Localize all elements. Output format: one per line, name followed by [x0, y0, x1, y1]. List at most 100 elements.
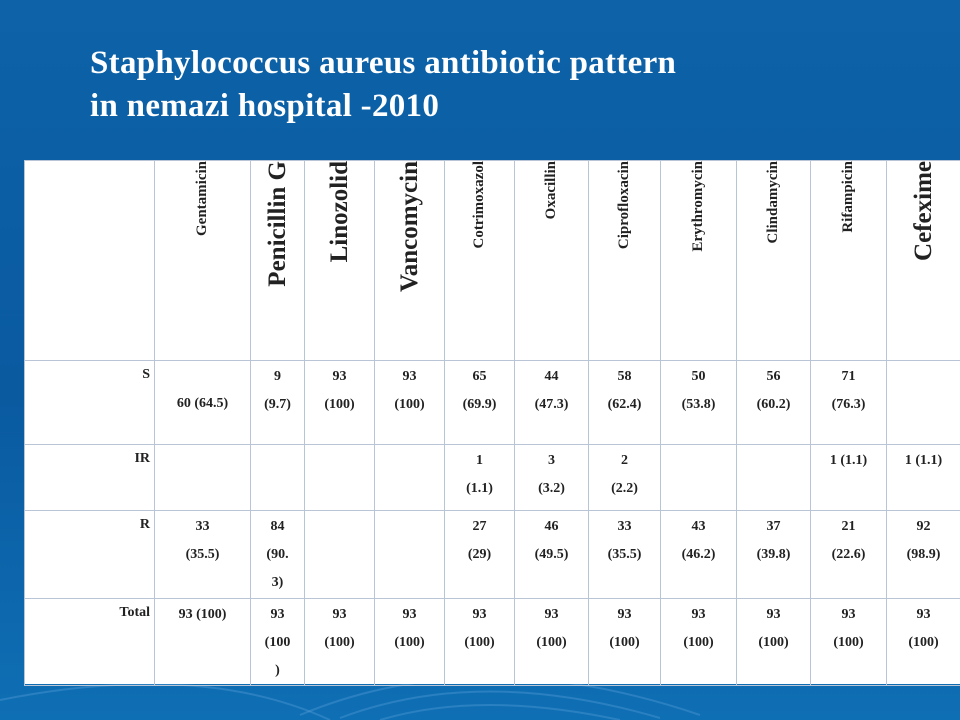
table-cell: 1 (1.1) — [444, 444, 515, 511]
table-row: R 33 (35.5) 84 (90. 3) 27 (29) 46 (49.5) 33 (35.5) 4… — [24, 510, 960, 599]
column-header: Clindamycin — [736, 160, 811, 361]
table-cell: 71 (76.3) — [810, 360, 887, 445]
cell-text: 33 — [195, 519, 210, 534]
corner-cell — [24, 160, 155, 361]
cell-text: 1 — [476, 453, 483, 468]
column-header-label: Vancomycin — [395, 161, 423, 293]
table-cell: 9 (9.7) — [250, 360, 305, 445]
cell-text: 21 — [841, 519, 856, 534]
cell-text: 3 — [548, 453, 555, 468]
table-row: S 60 (64.5) 9 (9.7) 93 (100) 93 (100) 65 (69.9) 44… — [24, 360, 960, 445]
table-cell: 93 (100) — [374, 360, 445, 445]
cell-text: 65 — [472, 369, 487, 384]
column-header-label: Cotrimoxazol — [471, 161, 487, 249]
table-cell: 93 (100) — [588, 598, 661, 686]
cell-text: (60.2) — [756, 397, 791, 412]
table-cell: 58 (62.4) — [588, 360, 661, 445]
cell-text: 92 — [916, 519, 931, 534]
column-header-label: Clindamycin — [765, 161, 781, 244]
cell-text: (39.8) — [756, 547, 791, 562]
table-cell: 46 (49.5) — [514, 510, 589, 599]
column-header: Erythromycin — [660, 160, 737, 361]
table-cell: 84 (90. 3) — [250, 510, 305, 599]
cell-text: (76.3) — [831, 397, 866, 412]
table-cell: 21 (22.6) — [810, 510, 887, 599]
cell-text: (100 — [264, 635, 291, 650]
table-cell: 37 (39.8) — [736, 510, 811, 599]
table-cell: 33 (35.5) — [154, 510, 251, 599]
cell-text: ) — [275, 663, 280, 678]
cell-text: (100) — [394, 635, 425, 650]
table-cell: 93 (100) — [444, 598, 515, 686]
cell-text: 93 — [402, 607, 417, 622]
table-cell: 27 (29) — [444, 510, 515, 599]
column-header-label: Ciprofloxacin — [616, 161, 632, 250]
column-header-label: Cefexime — [909, 161, 937, 261]
table-cell — [374, 510, 445, 599]
cell-text: (29) — [467, 547, 492, 562]
cell-text: (49.5) — [534, 547, 569, 562]
cell-text: (100) — [536, 635, 567, 650]
antibiotic-pattern-table: Gentamicin Penicillin G Linozolid Vancomyci… — [24, 160, 960, 686]
cell-text: (100) — [833, 635, 864, 650]
table-cell — [304, 444, 375, 511]
column-header-label: Rifampicin — [840, 161, 856, 233]
cell-text: (62.4) — [607, 397, 642, 412]
cell-text: (98.9) — [906, 547, 941, 562]
column-header: Gentamicin — [154, 160, 251, 361]
cell-text: (100) — [908, 635, 939, 650]
cell-text: 9 — [274, 369, 281, 384]
row-label: S — [24, 360, 155, 445]
table-cell: 33 (35.5) — [588, 510, 661, 599]
cell-text: (46.2) — [681, 547, 716, 562]
cell-text: 93 — [841, 607, 856, 622]
table-cell: 93 (100) — [374, 598, 445, 686]
cell-text: (2.2) — [611, 481, 638, 496]
table-cell: 3 (3.2) — [514, 444, 589, 511]
cell-text: 93 — [617, 607, 632, 622]
table-cell: 1 (1.1) — [886, 444, 960, 511]
table-cell: 93 (100) — [304, 360, 375, 445]
cell-text: 93 — [270, 607, 285, 622]
cell-text: 27 — [472, 519, 487, 534]
column-header: Vancomycin — [374, 160, 445, 361]
cell-text: 50 — [691, 369, 706, 384]
table-cell: 93 (100) — [250, 598, 305, 686]
row-label: IR — [24, 444, 155, 511]
table-cell: 93 (100) — [304, 598, 375, 686]
column-header: Linozolid — [304, 160, 375, 361]
column-header-label: Linozolid — [325, 161, 353, 263]
cell-text: 37 — [766, 519, 781, 534]
antibiotic-table-container: Gentamicin Penicillin G Linozolid Vancomyci… — [24, 160, 960, 686]
cell-text: 93 — [691, 607, 706, 622]
cell-text: 93 — [332, 607, 347, 622]
cell-text: (35.5) — [185, 547, 220, 562]
cell-text: (100) — [324, 635, 355, 650]
column-header-label: Erythromycin — [690, 161, 706, 252]
cell-text: (9.7) — [264, 397, 291, 412]
table-cell: 93 (100) — [154, 598, 251, 686]
cell-text: 44 — [544, 369, 559, 384]
slide-title-line-2: in nemazi hospital -2010 — [90, 88, 440, 124]
cell-text: 93 — [472, 607, 487, 622]
cell-text: (53.8) — [681, 397, 716, 412]
cell-text: 56 — [766, 369, 781, 384]
table-cell — [304, 510, 375, 599]
cell-text: 93 — [916, 607, 931, 622]
cell-text: (47.3) — [534, 397, 569, 412]
cell-text: (100) — [683, 635, 714, 650]
cell-text: 2 — [621, 453, 628, 468]
cell-text: (22.6) — [831, 547, 866, 562]
cell-text: (3.2) — [538, 481, 565, 496]
table-cell: 93 (100) — [810, 598, 887, 686]
table-cell: 60 (64.5) — [154, 360, 251, 445]
cell-text: 58 — [617, 369, 632, 384]
cell-text: 71 — [841, 369, 856, 384]
table-cell: 65 (69.9) — [444, 360, 515, 445]
cell-text: 84 — [270, 519, 285, 534]
cell-text: 1 (1.1) — [829, 453, 868, 468]
table-row: Total 93 (100) 93 (100) 93 (100) 93 (100) 93 (100… — [24, 598, 960, 686]
table-cell — [250, 444, 305, 511]
column-header-label: Penicillin G — [263, 161, 291, 287]
table-cell — [660, 444, 737, 511]
